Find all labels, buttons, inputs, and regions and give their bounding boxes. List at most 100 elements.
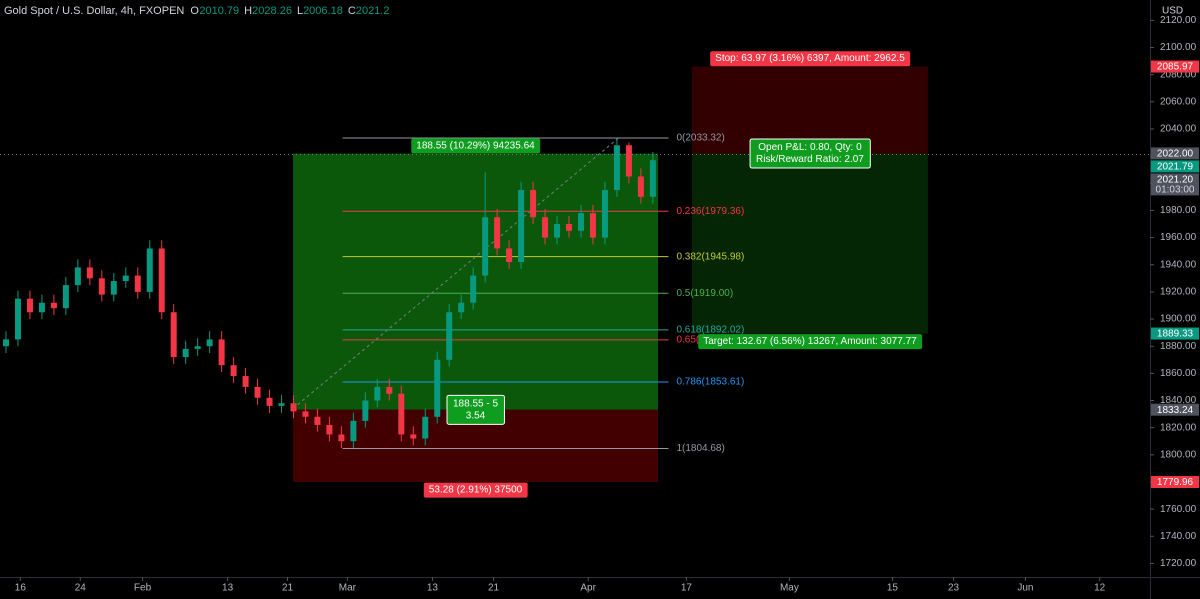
candle-body [146,248,153,292]
short-target-label-text: Target: 132.67 (6.56%) 13267, Amount: 30… [703,336,917,347]
short-center-label-box [749,138,871,169]
price-tag [1151,403,1199,416]
candle-body [613,145,620,191]
candle-body [649,160,656,197]
candle-body [625,145,632,177]
candle-body [458,302,465,313]
y-tick-label: 1820.00 [1160,422,1197,433]
candle-body [542,217,549,238]
fib-label: 0.618(1892.02) [676,325,744,336]
candle-body [398,393,405,435]
candle-body [566,224,573,231]
price-tag-label: 2021.20 [1157,175,1194,186]
x-tick-label: 13 [222,583,234,594]
x-tick-label: Feb [134,583,152,594]
x-tick-label: 21 [282,583,294,594]
price-tag-label: 2021.79 [1157,162,1194,173]
ohlc-value: 2028.26 [252,5,292,17]
candle-body [601,190,608,238]
price-tag-label: 1889.33 [1157,329,1194,340]
long-center-label-box [446,394,505,425]
y-tick-label: 1800.00 [1160,449,1197,460]
ohlc-value: 2006.18 [303,5,343,17]
candle-body [278,403,285,406]
candle-body [530,190,537,218]
candle-body [86,267,93,279]
candle-body [470,275,477,303]
candle-body [134,275,141,292]
candle-body [374,386,381,401]
ohlc-value: 2021.2 [356,5,390,17]
price-tag [1151,160,1199,173]
price-tag [1151,173,1199,196]
ohlc-letter: H [244,5,252,17]
y-tick-label: 1880.00 [1160,341,1197,352]
y-tick-label: 1940.00 [1160,259,1197,270]
x-tick-label: 21 [488,583,500,594]
long-center-label-text: 188.55 - 5 [453,398,498,409]
currency: USD [1162,6,1183,17]
candle-body [62,285,69,309]
short-target-label-box [698,334,923,350]
ohlc-letter: L [297,5,303,17]
long-center-label: 188.55 - 53.54 [446,394,505,425]
candle-body [302,411,309,417]
x-tick-label: 12 [1094,583,1106,594]
candle-body [338,434,345,442]
y-tick-label: 2040.00 [1160,124,1197,135]
price-tag [1151,476,1199,489]
candle-body [482,217,489,276]
candle-body [386,386,393,394]
x-tick-label: Jun [1017,583,1033,594]
price-tag-sub: 01:03:00 [1156,185,1195,196]
price-tag [1151,327,1199,340]
long-target-label-text: 188.55 (10.29%) 94235.64 [416,140,535,151]
y-tick-label: 1840.00 [1160,395,1197,406]
x-tick-label: 23 [948,583,960,594]
candle-body [422,416,429,439]
candle-body [254,386,261,398]
y-tick-label: 2100.00 [1160,42,1197,53]
y-tick-label: 1960.00 [1160,232,1197,243]
price-tag-label: 2085.97 [1157,62,1194,73]
candle-body [518,190,525,263]
price-tag-label: 1833.24 [1157,405,1194,416]
candle-body [14,298,21,340]
y-tick-label: 1920.00 [1160,287,1197,298]
short-stop-label-box [710,51,911,67]
candle-body [362,400,369,421]
candle-body [506,248,513,263]
x-tick-label: Apr [580,583,596,594]
x-tick-label: 24 [75,583,87,594]
candle-body [326,424,333,435]
y-tick-label: 1900.00 [1160,314,1197,325]
long-target-label-box [411,138,541,154]
fib-label: 0.786(1853.61) [676,377,744,388]
candle-body [434,359,441,417]
fib-label: 0.382(1945.98) [676,251,744,262]
fib-label: 0.236(1979.36) [676,206,744,217]
y-tick-label: 2120.00 [1160,15,1197,26]
candle-body [110,281,117,295]
price-tag-label: 1779.96 [1157,477,1194,488]
candle-body [2,339,9,347]
candle-body [290,403,297,412]
fib-trend-line [292,137,619,409]
candle-body [266,397,273,406]
candle-body [158,248,165,313]
x-tick-label: 13 [427,583,439,594]
y-tick-label: 2060.00 [1160,96,1197,107]
y-tick-label: 2080.00 [1160,69,1197,80]
y-tick-label: 1760.00 [1160,504,1197,515]
long-stop-label-text: 53.28 (2.91%) 37500 [429,485,523,496]
y-tick-label: 1720.00 [1160,558,1197,569]
ohlc-letter: C [348,5,356,17]
candle-body [577,213,584,231]
x-tick-label: Mar [339,583,357,594]
candle-body [350,420,357,442]
candle-body [637,176,644,197]
candle-body [122,275,129,282]
